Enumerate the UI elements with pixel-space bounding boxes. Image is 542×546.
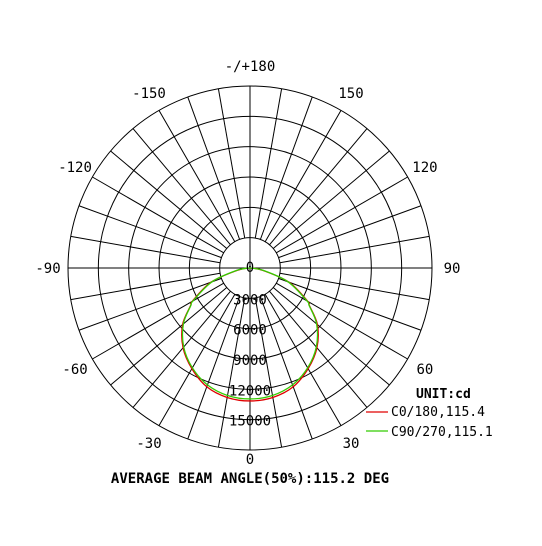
polar-grid [67, 85, 433, 451]
grid-spoke [110, 150, 228, 249]
angle-tick-label: -/+180 [225, 59, 276, 75]
grid-spoke [264, 110, 342, 242]
radial-tick-label: 6000 [233, 323, 267, 339]
angle-tick-label: -60 [62, 362, 87, 378]
grid-spoke [92, 282, 224, 360]
beam-angle-caption: AVERAGE BEAM ANGLE(50%):115.2 DEG [111, 471, 389, 487]
grid-spoke [78, 205, 222, 259]
grid-spoke [132, 128, 231, 246]
grid-spoke [92, 176, 224, 254]
angle-tick-label: -150 [132, 86, 166, 102]
grid-spoke [254, 88, 283, 239]
grid-spoke [279, 235, 430, 264]
axis-labels: -/+180 150 -150 120 -120 90 -90 60 -60 30 -30 0 0 300… [35, 59, 460, 468]
intensity-curves [181, 267, 319, 402]
radial-tick-label: 15000 [229, 414, 271, 430]
grid-spoke [264, 294, 342, 426]
angle-tick-label: -90 [35, 261, 60, 277]
angle-tick-label: 30 [343, 436, 360, 452]
grid-spoke [276, 282, 408, 360]
angle-tick-label: 90 [444, 261, 461, 277]
grid-spoke [272, 287, 390, 386]
grid-spoke [70, 272, 221, 301]
grid-spoke [110, 287, 228, 386]
grid-spoke [269, 128, 368, 246]
grid-spoke [187, 96, 241, 240]
angle-tick-label: 150 [338, 86, 363, 102]
grid-spoke [269, 290, 368, 408]
grid-spoke [78, 277, 222, 331]
angle-tick-label: 0 [246, 452, 254, 468]
radial-tick-label: 12000 [229, 383, 271, 399]
grid-spoke [279, 272, 430, 301]
grid-spoke [187, 296, 241, 440]
legend: UNIT:cd C0/180,115.4 C90/270,115.1 [366, 387, 493, 440]
grid-spoke [70, 235, 221, 264]
grid-spoke [276, 176, 408, 254]
grid-spoke [158, 294, 236, 426]
grid-spoke [272, 150, 390, 249]
angle-tick-label: -120 [58, 160, 92, 176]
series-c90-270-curve [181, 267, 319, 400]
unit-label: UNIT:cd [416, 387, 471, 402]
grid-spoke [278, 277, 422, 331]
angle-tick-label: -30 [136, 436, 161, 452]
grid-spoke [259, 96, 313, 240]
grid-spoke [278, 205, 422, 259]
grid-spoke [259, 296, 313, 440]
legend-label-c90: C90/270,115.1 [391, 425, 493, 440]
radial-tick-label: 9000 [233, 353, 267, 369]
grid-spoke [254, 297, 283, 448]
radial-tick-label: 0 [246, 260, 254, 276]
angle-tick-label: 60 [417, 362, 434, 378]
grid-spoke [158, 110, 236, 242]
radial-tick-label: 3000 [233, 292, 267, 308]
legend-label-c0: C0/180,115.4 [391, 405, 485, 420]
grid-spoke [217, 88, 246, 239]
grid-spoke [132, 290, 231, 408]
angle-tick-label: 120 [412, 160, 437, 176]
grid-spoke [217, 297, 246, 448]
